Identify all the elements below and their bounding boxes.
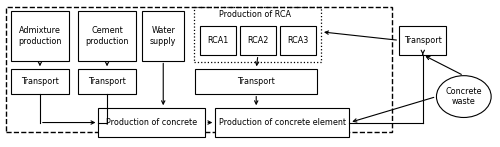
- Bar: [78, 69, 136, 94]
- Bar: [194, 7, 321, 62]
- Text: Water
supply: Water supply: [150, 26, 176, 46]
- Ellipse shape: [436, 76, 491, 117]
- Text: Transport: Transport: [404, 36, 442, 45]
- Bar: [78, 11, 136, 61]
- Bar: [200, 26, 236, 55]
- Text: Cement
production: Cement production: [86, 26, 128, 46]
- Bar: [98, 108, 206, 137]
- Text: RCA1: RCA1: [208, 36, 229, 45]
- Bar: [280, 26, 316, 55]
- Bar: [399, 26, 446, 55]
- Bar: [12, 11, 68, 61]
- Text: Admixture
production: Admixture production: [18, 26, 62, 46]
- Bar: [196, 69, 317, 94]
- Bar: [12, 69, 68, 94]
- Text: RCA3: RCA3: [287, 36, 308, 45]
- Bar: [142, 11, 184, 61]
- Text: Transport: Transport: [238, 77, 275, 86]
- Text: Production of concrete element: Production of concrete element: [219, 118, 346, 127]
- Text: Transport: Transport: [21, 77, 59, 86]
- Text: Production of RCA: Production of RCA: [219, 10, 291, 19]
- Bar: [215, 108, 350, 137]
- Bar: [6, 7, 392, 132]
- Text: Transport: Transport: [88, 77, 126, 86]
- Text: RCA2: RCA2: [248, 36, 268, 45]
- Text: Production of concrete: Production of concrete: [106, 118, 198, 127]
- Text: Concrete
waste: Concrete waste: [446, 87, 482, 106]
- Bar: [240, 26, 276, 55]
